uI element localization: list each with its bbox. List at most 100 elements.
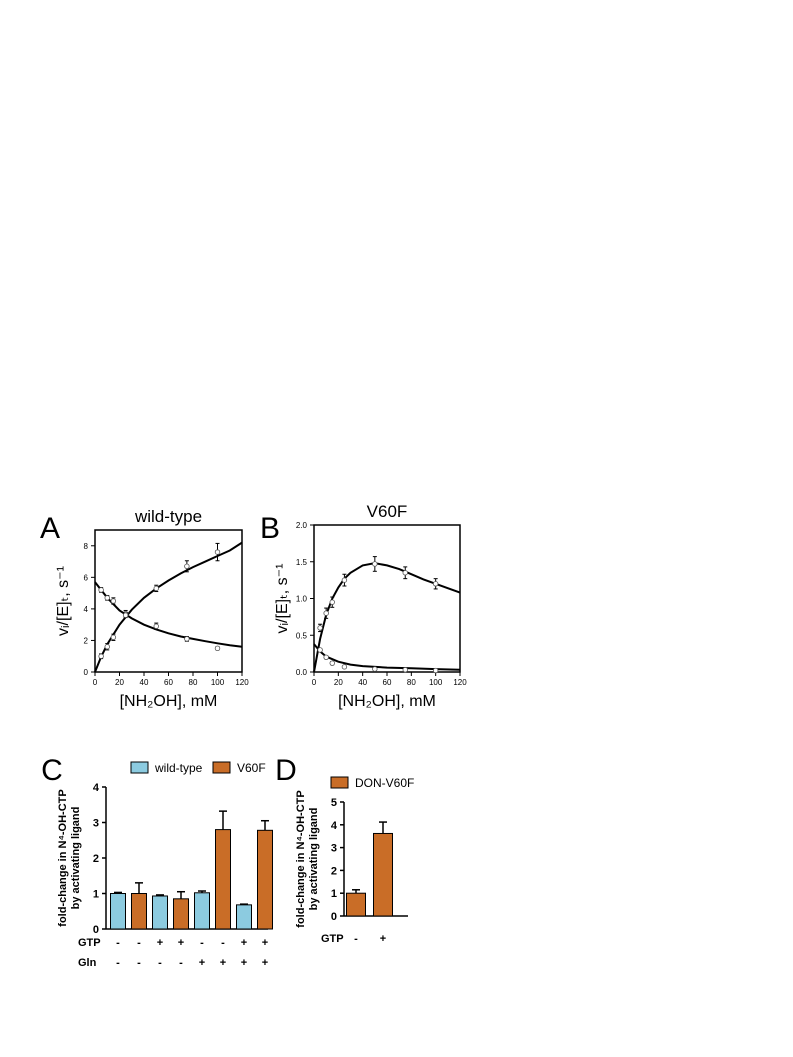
panel-d-y-tick-label: 5 [331, 797, 337, 809]
panel-b-data-point-decreasing [323, 654, 329, 660]
panel-c-gtp-sign: - [116, 937, 120, 949]
panel-c-legend-label: V60F [237, 761, 266, 775]
panel-d-y-tick-label: 2 [331, 865, 337, 877]
panel-c-y-axis-label-line1: fold-change in N⁴-OH-CTP [57, 789, 69, 926]
panel-a-data-point-decreasing [122, 612, 129, 618]
panel-a-fit-curve-decreasing [94, 581, 243, 648]
panel-d-y-tick-label: 4 [331, 820, 338, 832]
panel-b-data-point-decreasing [317, 647, 323, 653]
panel-a-fit-curve-increasing [94, 541, 243, 673]
panel-a-data-point-decreasing [98, 587, 104, 593]
panel-c-gln-sign: + [241, 957, 247, 969]
panel-c-gln-sign: + [262, 957, 268, 969]
panel-b-x-tick-label: 40 [358, 678, 367, 687]
panel-b-y-tick-label: 0.5 [296, 631, 308, 640]
panel-a-x-tick-label: 40 [140, 678, 149, 687]
panel-a-data-point-increasing [153, 585, 159, 592]
panel-c-bar-v60f [131, 893, 147, 930]
panel-d-letter: D [275, 754, 297, 787]
panel-c-y-tick-label: 2 [93, 853, 99, 865]
panel-d-gtp-sign: - [354, 933, 358, 945]
panel-d-bar-don_v60f [373, 832, 393, 917]
panel-a-title: wild-type [134, 507, 202, 526]
panel-c-gtp-sign: + [157, 937, 163, 949]
panel-d-y-tick-label: 1 [331, 888, 337, 900]
panel-d-y-tick-label: 0 [331, 911, 337, 923]
panel-c-legend-swatch [130, 761, 149, 774]
panel-a-y-tick-label: 6 [84, 573, 89, 582]
panel-d-legend-swatch [330, 776, 349, 789]
panel-c-gtp-sign: + [262, 937, 268, 949]
panel-a-data-point-increasing [104, 644, 110, 650]
panel-c-y-tick-label: 1 [93, 889, 99, 901]
panel-c-bar-wild_type [110, 893, 126, 930]
panel-b-data-point-decreasing [432, 667, 439, 674]
panel-c-bar-v60f [215, 829, 231, 930]
panel-c-gtp-sign: + [241, 937, 247, 949]
panel-a-y-tick-label: 8 [84, 542, 89, 551]
panel-b-x-tick-label: 80 [407, 678, 416, 687]
panel-b-data-point-decreasing [372, 666, 378, 672]
panel-d-gtp-sign: + [380, 933, 386, 945]
panel-a-data-point-increasing [98, 653, 104, 659]
panel-b-x-tick-label: 0 [312, 678, 317, 687]
panel-a-x-tick-label: 60 [164, 678, 173, 687]
panel-c-gtp-sign: - [221, 937, 225, 949]
panel-a-y-axis-label: vᵢ/[E]ₜ, s⁻¹ [55, 566, 72, 636]
panel-d-y-axis-label-line1: fold-change in N⁴-OH-CTP [295, 790, 307, 927]
panel-d-bar-don_v60f [346, 892, 366, 917]
panel-a-x-tick-label: 20 [115, 678, 124, 687]
panel-b-fit-curve-decreasing [313, 643, 461, 671]
panel-b-letter: B [260, 512, 280, 545]
panel-c-bar-wild_type [152, 895, 168, 930]
panel-d-row-label-gtp: GTP [321, 933, 344, 945]
panel-a-y-tick-label: 0 [84, 668, 89, 677]
panel-a-x-axis-label: [NH₂OH], mM [120, 693, 218, 710]
panel-b-x-tick-label: 120 [453, 678, 467, 687]
panel-b-data-point-increasing [329, 599, 335, 605]
panel-a-data-point-decreasing [104, 595, 110, 601]
panel-c-gln-sign: - [158, 957, 162, 969]
panel-c-bar-v60f [257, 829, 273, 930]
panel-c-row-label-gtp: GTP [78, 937, 101, 949]
panel-a-data-point-decreasing [110, 598, 117, 604]
panel-a-data-point-decreasing [184, 636, 190, 642]
panel-b-data-point-increasing [323, 610, 329, 616]
panel-b-data-point-increasing [341, 577, 348, 583]
panel-c-gtp-sign: + [178, 937, 184, 949]
panel-c-legend-label: wild-type [154, 761, 203, 775]
panel-a-data-point-increasing [110, 634, 117, 640]
panel-c-gln-sign: + [199, 957, 205, 969]
panel-c-gtp-sign: - [200, 937, 204, 949]
panel-b-y-tick-label: 1.0 [296, 595, 308, 604]
panel-a-y-tick-label: 2 [84, 636, 89, 645]
panel-b-plot-frame [313, 524, 461, 673]
panel-c-gln-sign: + [220, 957, 226, 969]
panel-d-legend-label: DON-V60F [355, 776, 414, 790]
panel-c-y-tick-label: 4 [93, 782, 100, 794]
panel-b-x-axis-label: [NH₂OH], mM [338, 693, 436, 710]
panel-c-y-tick-label: 0 [93, 924, 99, 936]
panel-d-y-tick-label: 3 [331, 843, 337, 855]
panel-a-x-tick-label: 100 [211, 678, 225, 687]
panel-a-data-point-increasing [184, 563, 190, 569]
panel-c-legend-swatch [212, 761, 231, 774]
panel-c-bar-wild_type [194, 892, 210, 930]
panel-b-data-point-decreasing [329, 660, 335, 666]
panel-c-bar-wild_type [236, 904, 252, 930]
panel-c-bar-v60f [173, 898, 189, 930]
panel-b-x-tick-label: 100 [429, 678, 443, 687]
panel-c-letter: C [41, 754, 63, 787]
panel-c-y-tick-label: 3 [93, 818, 99, 830]
panel-a-x-tick-label: 120 [235, 678, 249, 687]
panel-a-y-tick-label: 4 [84, 605, 89, 614]
panel-b-y-tick-label: 2.0 [296, 521, 308, 530]
panel-a-x-tick-label: 0 [93, 678, 98, 687]
panel-c-gln-sign: - [137, 957, 141, 969]
panel-b-x-tick-label: 20 [334, 678, 343, 687]
panel-b-data-point-increasing [402, 570, 408, 576]
panel-c-gln-sign: - [116, 957, 120, 969]
panel-b-fit-curve-increasing [313, 562, 461, 673]
panel-a-data-point-decreasing [214, 645, 221, 652]
